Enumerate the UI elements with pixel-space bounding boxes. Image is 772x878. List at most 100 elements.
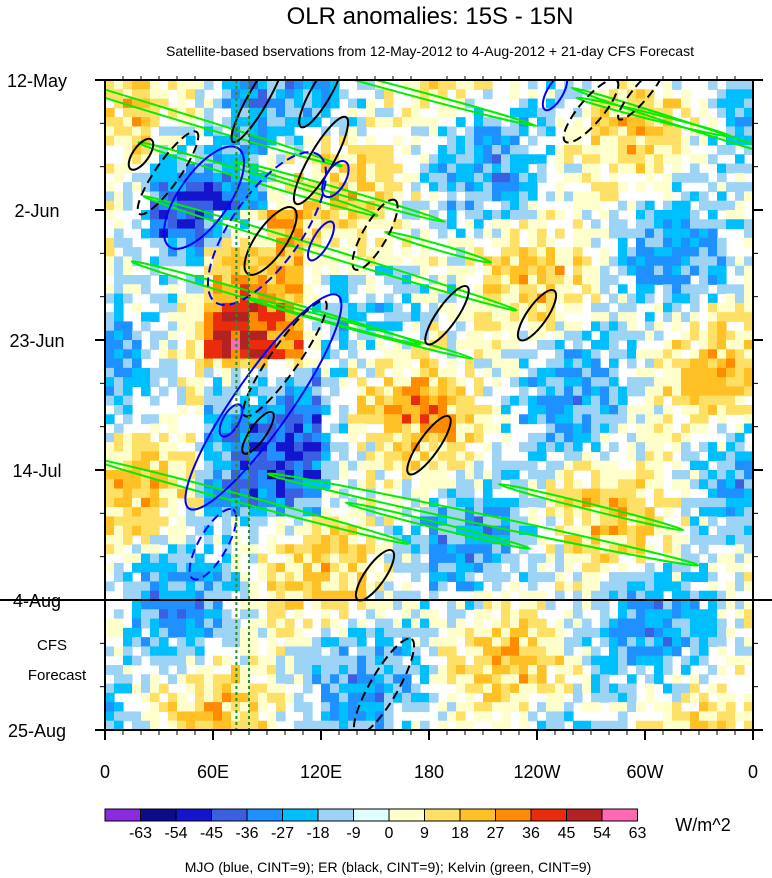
anomaly-cell: [249, 544, 259, 555]
anomaly-cell: [474, 172, 484, 183]
anomaly-cell: [312, 516, 322, 527]
anomaly-cell: [474, 497, 484, 508]
anomaly-cell: [249, 107, 259, 118]
anomaly-cell: [321, 711, 331, 722]
anomaly-cell: [519, 442, 529, 453]
anomaly-cell: [438, 182, 448, 193]
anomaly-cell: [132, 107, 142, 118]
anomaly-cell: [249, 692, 259, 703]
anomaly-cell: [114, 470, 124, 480]
anomaly-cell: [708, 247, 718, 258]
anomaly-cell: [519, 674, 529, 685]
anomaly-cell: [726, 340, 736, 350]
anomaly-cell: [573, 618, 583, 629]
anomaly-cell: [600, 423, 610, 434]
anomaly-cell: [564, 497, 574, 508]
anomaly-cell: [447, 107, 457, 118]
anomaly-cell: [699, 562, 709, 573]
anomaly-cell: [267, 219, 277, 230]
anomaly-cell: [681, 275, 691, 285]
anomaly-cell: [240, 516, 250, 527]
anomaly-cell: [141, 284, 151, 295]
anomaly-cell: [447, 191, 457, 202]
anomaly-cell: [141, 80, 151, 90]
anomaly-cell: [447, 405, 457, 415]
anomaly-cell: [240, 451, 250, 462]
anomaly-cell: [150, 293, 160, 304]
colorbar-label: -18: [306, 825, 329, 842]
anomaly-cell: [708, 562, 718, 573]
anomaly-cell: [177, 488, 187, 499]
anomaly-cell: [645, 451, 655, 462]
anomaly-cell: [744, 377, 753, 388]
anomaly-cell: [600, 432, 610, 443]
anomaly-cell: [114, 117, 124, 128]
anomaly-cell: [393, 302, 403, 313]
anomaly-cell: [312, 488, 322, 499]
anomaly-cell: [429, 377, 439, 388]
anomaly-cell: [258, 665, 268, 675]
anomaly-cell: [483, 349, 493, 360]
anomaly-cell: [690, 637, 700, 648]
anomaly-cell: [681, 442, 691, 453]
anomaly-cell: [681, 581, 691, 592]
anomaly-cell: [393, 442, 403, 453]
anomaly-cell: [591, 386, 601, 397]
anomaly-cell: [555, 637, 565, 648]
anomaly-cell: [591, 470, 601, 480]
anomaly-cell: [456, 256, 466, 267]
anomaly-cell: [465, 488, 475, 499]
anomaly-cell: [699, 535, 709, 545]
anomaly-cell: [249, 470, 259, 480]
anomaly-cell: [393, 135, 403, 146]
anomaly-cell: [105, 386, 115, 397]
anomaly-cell: [339, 367, 349, 378]
anomaly-cell: [258, 627, 268, 638]
anomaly-cell: [393, 349, 403, 360]
anomaly-cell: [582, 405, 592, 415]
anomaly-cell: [654, 618, 664, 629]
anomaly-cell: [636, 228, 646, 239]
anomaly-cell: [528, 135, 538, 146]
anomaly-cell: [321, 451, 331, 462]
anomaly-cell: [609, 479, 619, 490]
anomaly-cell: [303, 497, 313, 508]
anomaly-cell: [114, 627, 124, 638]
anomaly-cell: [276, 525, 286, 536]
anomaly-cell: [105, 535, 115, 545]
anomaly-cell: [483, 126, 493, 137]
anomaly-cell: [249, 637, 259, 648]
anomaly-cell: [330, 256, 340, 267]
anomaly-cell: [573, 405, 583, 415]
anomaly-cell: [177, 460, 187, 471]
anomaly-cell: [654, 600, 664, 610]
anomaly-cell: [330, 163, 340, 174]
anomaly-cell: [510, 172, 520, 183]
anomaly-cell: [303, 98, 313, 109]
anomaly-cell: [285, 330, 295, 341]
anomaly-cell: [213, 692, 223, 703]
anomaly-cell: [339, 302, 349, 313]
anomaly-cell: [501, 358, 511, 369]
anomaly-cell: [258, 395, 268, 406]
anomaly-cell: [618, 665, 628, 675]
anomaly-cell: [375, 683, 385, 694]
anomaly-cell: [636, 330, 646, 341]
anomaly-cell: [384, 460, 394, 471]
anomaly-cell: [348, 432, 358, 443]
anomaly-cell: [627, 330, 637, 341]
anomaly-cell: [411, 302, 421, 313]
anomaly-cell: [555, 228, 565, 239]
anomaly-cell: [303, 135, 313, 146]
anomaly-cell: [402, 395, 412, 406]
anomaly-cell: [330, 275, 340, 285]
anomaly-cell: [195, 590, 205, 601]
anomaly-cell: [510, 210, 520, 220]
anomaly-cell: [429, 497, 439, 508]
anomaly-cell: [744, 163, 753, 174]
anomaly-cell: [330, 284, 340, 295]
anomaly-cell: [726, 284, 736, 295]
anomaly-cell: [636, 135, 646, 146]
anomaly-cell: [645, 358, 655, 369]
anomaly-cell: [141, 590, 151, 601]
